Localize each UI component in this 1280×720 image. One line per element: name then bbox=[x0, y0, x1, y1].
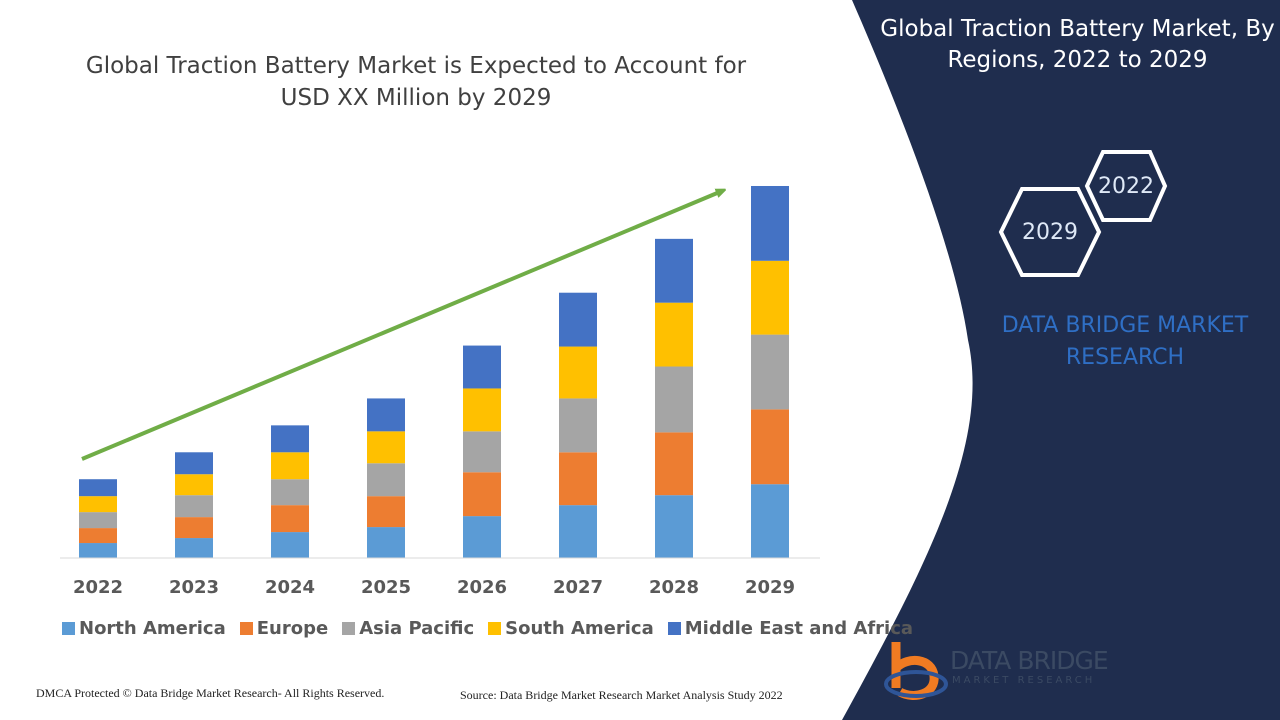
legend-swatch bbox=[342, 621, 356, 635]
bar-segment-asia-pacific-2024 bbox=[271, 479, 309, 506]
bar-segment-middle-east-and-africa-2029 bbox=[751, 185, 789, 261]
bar-segment-middle-east-and-africa-2022 bbox=[79, 479, 117, 497]
x-tick-label-2026: 2026 bbox=[457, 577, 507, 598]
side-panel-background bbox=[842, 0, 1280, 720]
hexagon-2029 bbox=[998, 187, 1102, 277]
brand-line-2: RESEARCH bbox=[1065, 345, 1185, 370]
hex-label-start: 2022 bbox=[1098, 174, 1154, 199]
x-tick-label-2023: 2023 bbox=[169, 577, 219, 598]
x-tick-label-2027: 2027 bbox=[553, 577, 603, 598]
legend-swatch bbox=[667, 621, 681, 635]
bar-segment-south-america-2029 bbox=[751, 260, 789, 335]
legend-label: South America bbox=[505, 617, 654, 639]
stacked-bar-chart: 2022 2023 2024 2025 2026 2027 2028 2029 bbox=[60, 185, 820, 598]
bar-segment-middle-east-and-africa-2023 bbox=[175, 452, 213, 475]
bar-segment-south-america-2025 bbox=[367, 431, 405, 464]
bar-segment-europe-2025 bbox=[367, 496, 405, 528]
chart-legend: North America Europe Asia Pacific South Ame… bbox=[62, 617, 913, 639]
legend-label: Europe bbox=[256, 617, 329, 639]
trend-arrow bbox=[81, 191, 722, 461]
bar-segment-europe-2029 bbox=[751, 409, 789, 485]
hex-label-end: 2029 bbox=[1022, 220, 1078, 245]
legend-item-europe: Europe bbox=[239, 617, 329, 639]
bar-segment-south-america-2023 bbox=[175, 474, 213, 496]
logo-name: DATA BRIDGE bbox=[950, 646, 1109, 675]
x-tick-label-2025: 2025 bbox=[361, 577, 411, 598]
legend-swatch bbox=[239, 621, 253, 635]
bar-segment-south-america-2027 bbox=[559, 346, 597, 399]
bar-segment-north-america-2029 bbox=[751, 484, 789, 558]
legend-item-north-america: North America bbox=[62, 618, 226, 639]
logo-mark bbox=[884, 642, 948, 700]
bar-segment-south-america-2024 bbox=[271, 452, 309, 480]
hexagon-2022 bbox=[1084, 150, 1168, 222]
bar-segment-south-america-2022 bbox=[79, 496, 117, 513]
x-tick-label-2029: 2029 bbox=[745, 577, 795, 598]
bar-segment-europe-2024 bbox=[271, 505, 309, 533]
bar-segment-asia-pacific-2022 bbox=[79, 512, 117, 529]
bar-segment-south-america-2028 bbox=[655, 302, 693, 367]
legend-item-middle-east-and-africa: Middle East and Africa bbox=[667, 617, 914, 639]
x-tick-label-2028: 2028 bbox=[649, 577, 699, 598]
bar-segment-europe-2028 bbox=[655, 432, 693, 496]
bar-segment-europe-2023 bbox=[175, 517, 213, 539]
legend-label: North America bbox=[79, 617, 226, 639]
legend-label: Middle East and Africa bbox=[684, 617, 914, 639]
bar-segment-asia-pacific-2025 bbox=[367, 463, 405, 497]
bar-segment-middle-east-and-africa-2024 bbox=[271, 425, 309, 453]
bar-segment-asia-pacific-2029 bbox=[751, 334, 789, 410]
brand-text: DATA BRIDGE MARKET RESEARCH bbox=[985, 310, 1265, 374]
legend-label: Asia Pacific bbox=[359, 617, 475, 639]
x-tick-label-2022: 2022 bbox=[73, 577, 123, 598]
legend-item-asia-pacific: Asia Pacific bbox=[342, 618, 474, 639]
bar-segment-north-america-2022 bbox=[79, 543, 117, 558]
source-footer: Source: Data Bridge Market Research Mark… bbox=[460, 688, 783, 702]
bar-segment-north-america-2025 bbox=[367, 527, 405, 558]
bar-segment-north-america-2026 bbox=[463, 516, 501, 558]
brand-line-1: DATA BRIDGE MARKET bbox=[1001, 313, 1249, 338]
bar-segment-europe-2027 bbox=[559, 452, 597, 506]
x-tick-label-2024: 2024 bbox=[265, 577, 315, 598]
copyright-footer: DMCA Protected © Data Bridge Market Rese… bbox=[36, 686, 385, 700]
legend-swatch bbox=[62, 621, 75, 635]
bar-segment-north-america-2023 bbox=[175, 538, 213, 558]
bar-segment-middle-east-and-africa-2025 bbox=[367, 398, 405, 432]
bar-segment-europe-2022 bbox=[79, 528, 117, 544]
logo-subtitle: MARKET RESEARCH bbox=[952, 675, 1096, 686]
chart-title: Global Traction Battery Market is Expect… bbox=[85, 53, 747, 111]
bars-layer bbox=[79, 185, 789, 558]
bar-segment-middle-east-and-africa-2028 bbox=[655, 238, 693, 303]
x-tick-labels: 2022 2023 2024 2025 2026 2027 2028 2029 bbox=[73, 577, 795, 598]
bar-segment-south-america-2026 bbox=[463, 388, 501, 432]
bar-segment-middle-east-and-africa-2027 bbox=[559, 292, 597, 347]
bar-segment-europe-2026 bbox=[463, 472, 501, 517]
bar-segment-middle-east-and-africa-2026 bbox=[463, 345, 501, 389]
legend-item-south-america: South America bbox=[488, 618, 654, 639]
side-panel-title: Global Traction Battery Market, By Regio… bbox=[880, 16, 1275, 73]
bar-segment-asia-pacific-2027 bbox=[559, 398, 597, 453]
bar-segment-north-america-2024 bbox=[271, 532, 309, 558]
bar-segment-north-america-2027 bbox=[559, 505, 597, 558]
bar-segment-asia-pacific-2026 bbox=[463, 431, 501, 473]
legend-swatch bbox=[488, 621, 502, 635]
bar-segment-north-america-2028 bbox=[655, 495, 693, 558]
bar-segment-asia-pacific-2028 bbox=[655, 366, 693, 433]
bar-segment-asia-pacific-2023 bbox=[175, 495, 213, 518]
